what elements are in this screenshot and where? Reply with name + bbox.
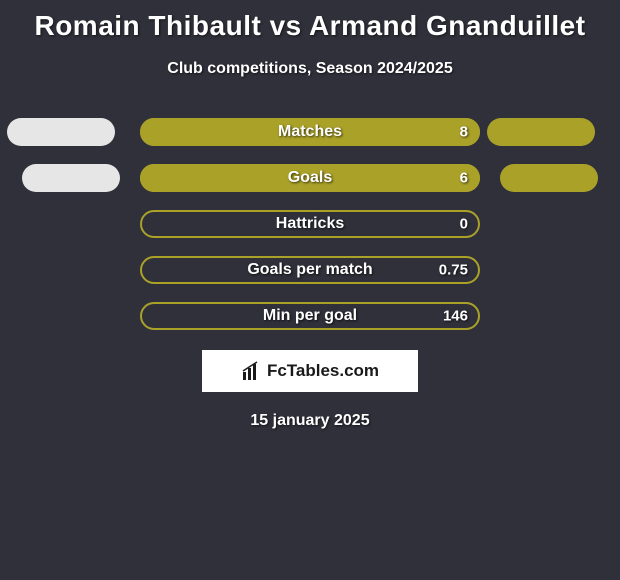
player-a-pill <box>7 118 115 146</box>
stat-row: Min per goal 146 <box>0 302 620 330</box>
stat-label: Matches <box>278 123 342 141</box>
stat-bar-track: Hattricks <box>140 210 480 238</box>
stat-row: Goals per match 0.75 <box>0 256 620 284</box>
comparison-subtitle: Club competitions, Season 2024/2025 <box>0 60 620 78</box>
logo-text: FcTables.com <box>267 361 379 381</box>
player-b-value: 0.75 <box>439 262 468 279</box>
player-b-pill <box>500 164 598 192</box>
stat-bar-track: Matches <box>140 118 480 146</box>
player-b-value: 6 <box>460 170 468 187</box>
stat-bar-track: Goals <box>140 164 480 192</box>
stat-row: Goals 6 <box>0 164 620 192</box>
player-b-value: 0 <box>460 216 468 233</box>
stat-label: Goals per match <box>247 261 372 279</box>
player-b-value: 8 <box>460 124 468 141</box>
stat-label: Hattricks <box>276 215 344 233</box>
stat-label: Goals <box>288 169 332 187</box>
stat-row: Matches 8 <box>0 118 620 146</box>
player-b-value: 146 <box>443 308 468 325</box>
snapshot-date: 15 january 2025 <box>0 412 620 430</box>
player-b-pill <box>487 118 595 146</box>
stat-bar-track: Min per goal <box>140 302 480 330</box>
stat-label: Min per goal <box>263 307 357 325</box>
comparison-title: Romain Thibault vs Armand Gnanduillet <box>0 0 620 42</box>
stat-bar-track: Goals per match <box>140 256 480 284</box>
bars-icon <box>241 360 263 382</box>
player-a-pill <box>22 164 120 192</box>
stat-row: Hattricks 0 <box>0 210 620 238</box>
fctables-logo: FcTables.com <box>202 350 418 392</box>
stat-rows: Matches 8 Goals 6 Hattricks 0 Goals per match 0… <box>0 118 620 330</box>
